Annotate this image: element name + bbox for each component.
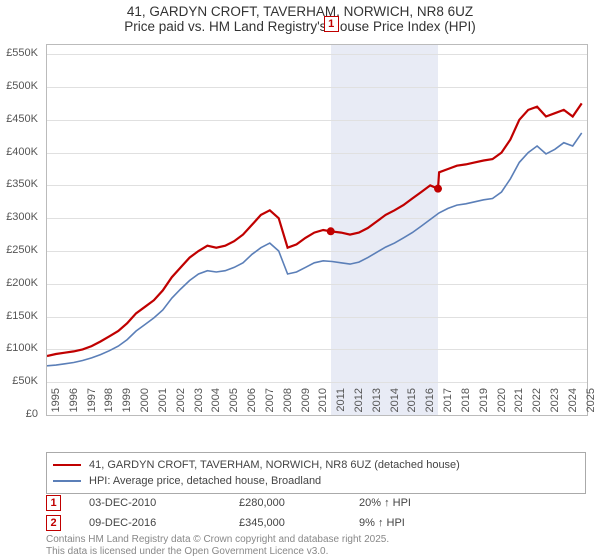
- sale-date: 03-DEC-2010: [89, 497, 239, 509]
- series-line: [47, 103, 582, 356]
- x-axis-label: 2023: [549, 388, 561, 418]
- sales-table: 1 03-DEC-2010 £280,000 20% ↑ HPI 2 09-DE…: [46, 494, 586, 534]
- footer-line: This data is licensed under the Open Gov…: [46, 546, 586, 558]
- chart-container: 41, GARDYN CROFT, TAVERHAM, NORWICH, NR8…: [0, 0, 600, 560]
- title-block: 41, GARDYN CROFT, TAVERHAM, NORWICH, NR8…: [0, 0, 600, 34]
- x-axis-label: 1999: [121, 388, 133, 418]
- sale-date: 09-DEC-2016: [89, 517, 239, 529]
- x-axis-label: 2020: [496, 388, 508, 418]
- series-line: [47, 133, 582, 366]
- y-axis-label: £150K: [0, 310, 38, 322]
- y-axis-label: £350K: [0, 178, 38, 190]
- marker-label: 1: [324, 16, 339, 32]
- y-axis-label: £200K: [0, 277, 38, 289]
- x-axis-label: 1995: [50, 388, 62, 418]
- x-axis-label: 1997: [86, 388, 98, 418]
- x-axis-label: 2006: [246, 388, 258, 418]
- y-axis-label: £550K: [0, 47, 38, 59]
- x-axis-label: 2017: [442, 388, 454, 418]
- chart-subtitle: Price paid vs. HM Land Registry's House …: [0, 19, 600, 34]
- x-axis-label: 2002: [175, 388, 187, 418]
- y-axis-label: £50K: [0, 375, 38, 387]
- footer: Contains HM Land Registry data © Crown c…: [46, 534, 586, 557]
- legend-label: HPI: Average price, detached house, Broa…: [89, 475, 321, 487]
- x-axis-label: 2005: [228, 388, 240, 418]
- series-marker-dot: [434, 185, 442, 193]
- chart-area: 12 £0£50K£100K£150K£200K£250K£300K£350K£…: [46, 44, 586, 414]
- sale-marker: 2: [46, 515, 61, 531]
- sale-row: 1 03-DEC-2010 £280,000 20% ↑ HPI: [46, 494, 586, 512]
- sale-marker: 1: [46, 495, 61, 511]
- plot-area: 12: [46, 44, 588, 416]
- x-axis-label: 1996: [68, 388, 80, 418]
- y-axis-label: £300K: [0, 211, 38, 223]
- legend-item: 41, GARDYN CROFT, TAVERHAM, NORWICH, NR8…: [53, 457, 579, 473]
- x-axis-label: 2000: [139, 388, 151, 418]
- sale-pct: 9% ↑ HPI: [359, 517, 405, 529]
- x-axis-label: 2025: [585, 388, 597, 418]
- line-plot: [47, 45, 587, 415]
- x-axis-label: 2021: [513, 388, 525, 418]
- sale-pct: 20% ↑ HPI: [359, 497, 411, 509]
- x-axis-label: 2014: [389, 388, 401, 418]
- x-axis-label: 2022: [531, 388, 543, 418]
- legend-swatch: [53, 480, 81, 482]
- legend: 41, GARDYN CROFT, TAVERHAM, NORWICH, NR8…: [46, 452, 586, 494]
- sale-price: £280,000: [239, 497, 359, 509]
- legend-item: HPI: Average price, detached house, Broa…: [53, 473, 579, 489]
- x-axis-label: 2012: [353, 388, 365, 418]
- footer-line: Contains HM Land Registry data © Crown c…: [46, 534, 586, 546]
- chart-title: 41, GARDYN CROFT, TAVERHAM, NORWICH, NR8…: [0, 4, 600, 19]
- x-axis-label: 2004: [210, 388, 222, 418]
- x-axis-label: 2016: [424, 388, 436, 418]
- x-axis-label: 2009: [300, 388, 312, 418]
- x-axis-label: 2001: [157, 388, 169, 418]
- y-axis-label: £450K: [0, 113, 38, 125]
- legend-label: 41, GARDYN CROFT, TAVERHAM, NORWICH, NR8…: [89, 459, 460, 471]
- sale-row: 2 09-DEC-2016 £345,000 9% ↑ HPI: [46, 514, 586, 532]
- x-axis-label: 2008: [282, 388, 294, 418]
- sale-price: £345,000: [239, 517, 359, 529]
- y-axis-label: £400K: [0, 146, 38, 158]
- x-axis-label: 2019: [478, 388, 490, 418]
- y-axis-label: £0: [0, 408, 38, 420]
- x-axis-label: 2018: [460, 388, 472, 418]
- x-axis-label: 2015: [406, 388, 418, 418]
- x-axis-label: 1998: [103, 388, 115, 418]
- y-axis-label: £250K: [0, 244, 38, 256]
- x-axis-label: 2007: [264, 388, 276, 418]
- legend-swatch: [53, 464, 81, 466]
- x-axis-label: 2003: [193, 388, 205, 418]
- y-axis-label: £500K: [0, 80, 38, 92]
- series-marker-dot: [327, 227, 335, 235]
- x-axis-label: 2013: [371, 388, 383, 418]
- y-axis-label: £100K: [0, 342, 38, 354]
- x-axis-label: 2010: [317, 388, 329, 418]
- x-axis-label: 2024: [567, 388, 579, 418]
- x-axis-label: 2011: [335, 388, 347, 418]
